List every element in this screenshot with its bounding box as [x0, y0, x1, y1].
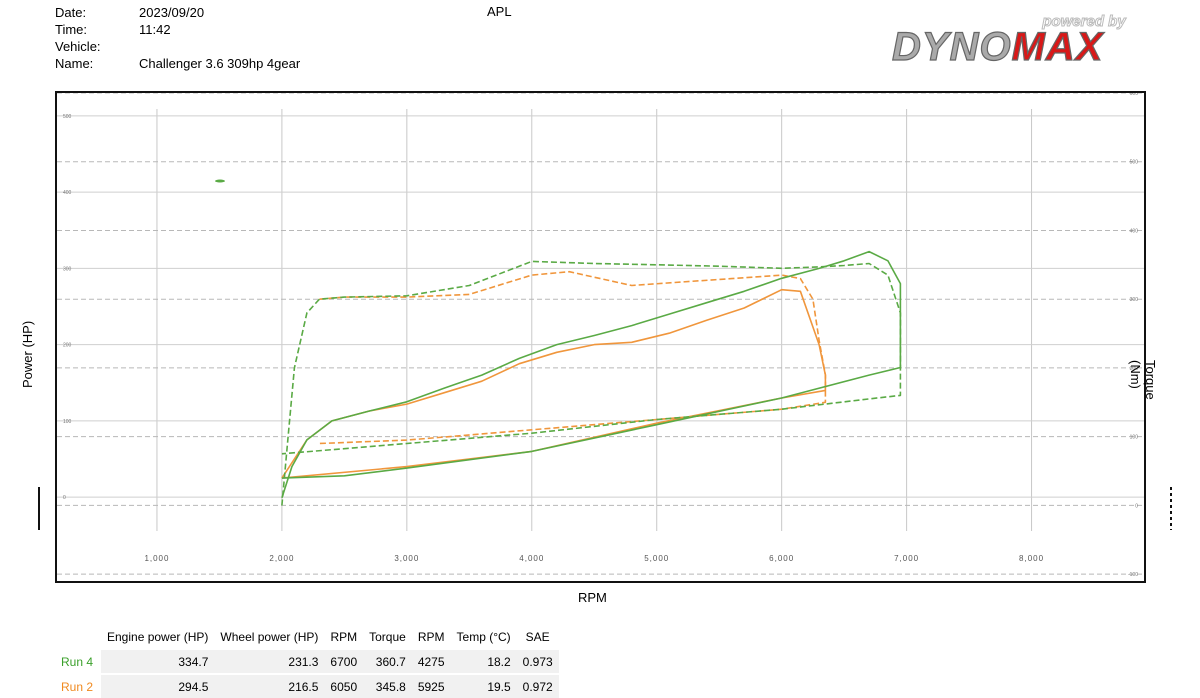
y-right-tick-label: 0 — [1135, 503, 1138, 509]
cell-wheel-power: 216.5 — [214, 673, 325, 698]
y-left-tick-label: 500 — [63, 114, 72, 120]
name-value: Challenger 3.6 309hp 4gear — [139, 56, 301, 71]
cell-engine-power: 334.7 — [101, 648, 215, 674]
x-tick-label: 8,000 — [1019, 554, 1044, 563]
x-tick-label: 5,000 — [644, 554, 669, 563]
x-tick-label: 6,000 — [769, 554, 794, 563]
vehicle-label: Vehicle: — [55, 39, 101, 54]
header-blank — [55, 626, 101, 650]
name-label: Name: — [55, 56, 94, 71]
y-axis-left-label: Power (HP) — [20, 320, 35, 388]
header-engine-power: Engine power (HP) — [101, 626, 215, 650]
cell-torque: 360.7 — [363, 648, 412, 674]
x-tick-label: 1,000 — [144, 554, 169, 563]
x-tick-label: 4,000 — [519, 554, 544, 563]
run-name: Run 2 — [55, 673, 101, 698]
tick-labels: 1,000 2,000 3,000 4,000 5,000 6,000 7,000 8,000… — [63, 91, 1139, 578]
y-right-tick-label: 200 — [1130, 366, 1139, 372]
dyno-chart-frame: 1,000 2,000 3,000 4,000 5,000 6,000 7,000 8,000… — [55, 91, 1146, 583]
dyno-chart: 1,000 2,000 3,000 4,000 5,000 6,000 7,000 8,000… — [57, 91, 1144, 578]
dynomax-logo: powered by DYNOMAX — [891, 13, 1126, 69]
cell-sae: 0.972 — [516, 673, 559, 698]
y-right-tick-label: -100 — [1128, 572, 1138, 578]
logo-brand-dyno: DYNO — [892, 25, 1012, 68]
header-torque: Torque — [363, 626, 412, 650]
cell-temp: 18.2 — [450, 648, 517, 674]
run-2-torque-curve — [319, 270, 827, 445]
y-left-tick-label: 0 — [63, 495, 66, 501]
y-left-tick-label: 300 — [63, 266, 72, 272]
results-table: Engine power (HP) Wheel power (HP) RPM T… — [55, 626, 559, 698]
header-rpm-power: RPM — [324, 626, 364, 650]
station-label: APL — [487, 4, 512, 19]
table-row: Run 2 294.5 216.5 6050 345.8 5925 19.5 0… — [55, 673, 559, 698]
y-right-tick-label: 300 — [1130, 297, 1139, 303]
left-line-marker — [38, 487, 40, 530]
curves — [215, 179, 902, 506]
x-tick-label: 3,000 — [394, 554, 419, 563]
cell-sae: 0.973 — [516, 648, 559, 674]
table-row: Run 4 334.7 231.3 6700 360.7 4275 18.2 0… — [55, 648, 559, 674]
logo-brand: DYNOMAX — [892, 25, 1105, 68]
run-marker — [215, 179, 225, 183]
x-tick-label: 2,000 — [269, 554, 294, 563]
time-label: Time: — [55, 22, 88, 37]
header-sae: SAE — [516, 626, 559, 650]
right-dash-marker — [1170, 487, 1172, 530]
y-left-tick-label: 400 — [63, 190, 72, 196]
cell-rpm-torque: 5925 — [411, 673, 451, 698]
cell-temp: 19.5 — [450, 673, 517, 698]
results-header-row: Engine power (HP) Wheel power (HP) RPM T… — [55, 626, 559, 650]
run-4-torque-curve — [281, 260, 902, 506]
cell-engine-power: 294.5 — [101, 673, 215, 698]
logo-brand-max: MAX — [1012, 25, 1105, 68]
cell-rpm-power: 6050 — [324, 673, 364, 698]
cell-wheel-power: 231.3 — [214, 648, 325, 674]
x-axis-label: RPM — [578, 590, 607, 605]
date-value: 2023/09/20 — [139, 5, 205, 20]
y-right-tick-label: 500 — [1130, 160, 1139, 166]
header-temp: Temp (°C) — [450, 626, 517, 650]
y-left-tick-label: 100 — [63, 419, 72, 425]
header-rpm-torque: RPM — [411, 626, 451, 650]
time-value: 11:42 — [139, 22, 171, 37]
y-left-tick-label: 200 — [63, 343, 72, 349]
run-2-power-curve — [281, 288, 827, 479]
y-right-tick-label: 400 — [1130, 228, 1139, 234]
x-tick-label: 7,000 — [894, 554, 919, 563]
run-name: Run 4 — [55, 648, 101, 674]
y-right-tick-label: 600 — [1130, 93, 1139, 97]
cell-torque: 345.8 — [363, 673, 412, 698]
y-right-tick-label: 100 — [1130, 435, 1139, 441]
cell-rpm-power: 6700 — [324, 648, 364, 674]
y-axis-right-label: Torque (Nm) — [1128, 360, 1158, 400]
logo-powered-by: powered by — [1041, 13, 1126, 30]
run-4-power-curve — [281, 250, 902, 499]
header-wheel-power: Wheel power (HP) — [214, 626, 325, 650]
date-label: Date: — [55, 5, 87, 20]
cell-rpm-torque: 4275 — [411, 648, 451, 674]
